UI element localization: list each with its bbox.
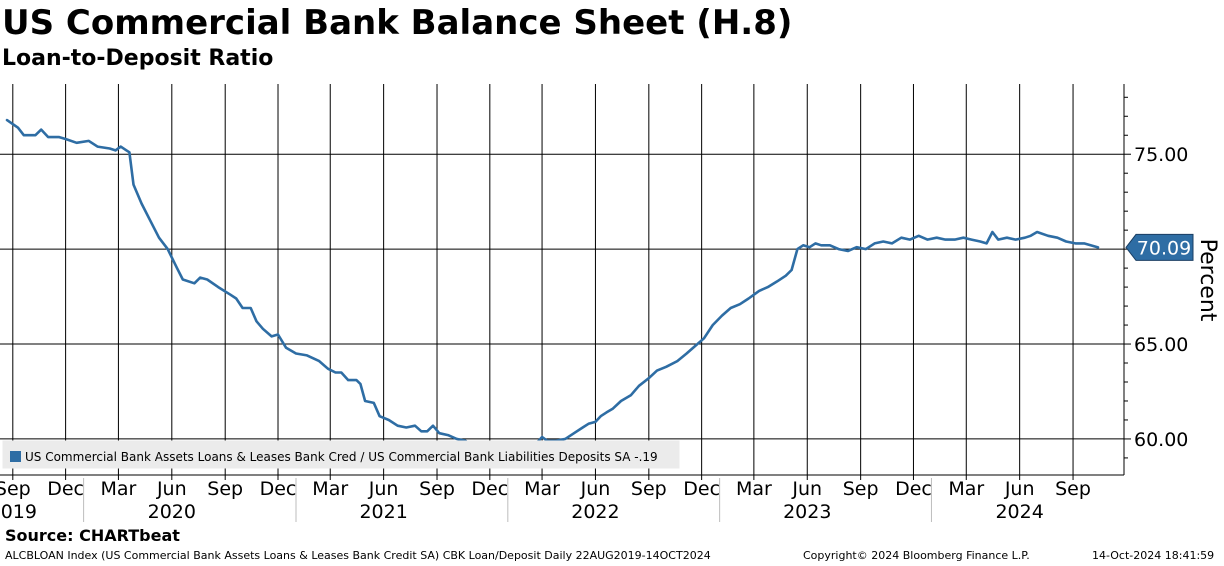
x-year-label: 2019 <box>0 501 37 523</box>
x-tick-label: Jun <box>368 478 399 500</box>
x-tick-label: Sep <box>0 478 31 500</box>
x-tick-label: Jun <box>791 478 822 500</box>
chart-subtitle: Loan-to-Deposit Ratio <box>2 46 274 71</box>
copyright-note: Copyright© 2024 Bloomberg Finance L.P. <box>803 549 1030 562</box>
x-tick-label: Dec <box>47 478 84 500</box>
last-value-tag <box>1125 233 1194 261</box>
y-tick-label: 65.00 <box>1134 334 1188 356</box>
x-tick-label: Sep <box>631 478 667 500</box>
x-year-label: 2023 <box>783 501 831 523</box>
y-tick-label: 60.00 <box>1134 429 1188 451</box>
x-tick-label: Sep <box>1055 478 1091 500</box>
legend-label: US Commercial Bank Assets Loans & Leases… <box>25 450 658 464</box>
x-tick-label: Mar <box>524 478 560 500</box>
legend: US Commercial Bank Assets Loans & Leases… <box>2 440 680 469</box>
x-year-label: 2021 <box>359 501 407 523</box>
x-tick-label: Sep <box>843 478 879 500</box>
timestamp: 14-Oct-2024 18:41:59 <box>1092 549 1215 562</box>
x-tick-label: Jun <box>580 478 611 500</box>
x-tick-label: Sep <box>419 478 455 500</box>
x-tick-label: Mar <box>312 478 348 500</box>
x-tick-label: Dec <box>471 478 508 500</box>
gridlines <box>0 84 1124 475</box>
x-year-label: 2020 <box>148 501 196 523</box>
series-layer <box>5 118 1100 452</box>
axes: 60.00 65.00 75.00 Sep Dec Mar Jun Sep Dec Mar Jun S… <box>0 84 1220 523</box>
series-line <box>5 118 1100 452</box>
index-description: ALCBLOAN Index (US Commercial Bank Asset… <box>5 549 711 562</box>
y-axis-title: Percent <box>1195 239 1220 322</box>
last-value-label: 70.09 <box>1137 237 1191 259</box>
x-tick-label: Jun <box>1004 478 1035 500</box>
chart-title: US Commercial Bank Balance Sheet (H.8) <box>2 3 793 43</box>
x-year-label: 2022 <box>571 501 619 523</box>
x-tick-label: Sep <box>207 478 243 500</box>
y-tick-label: 75.00 <box>1134 144 1188 166</box>
x-tick-label: Dec <box>683 478 720 500</box>
legend-box <box>2 440 680 469</box>
x-tick-label: Dec <box>260 478 297 500</box>
x-year-label: 2024 <box>995 501 1043 523</box>
x-tick-label: Mar <box>736 478 772 500</box>
source-note: Source: CHARTbeat <box>5 526 180 545</box>
x-tick-label: Dec <box>895 478 932 500</box>
x-tick-label: Mar <box>100 478 136 500</box>
x-tick-label: Jun <box>156 478 187 500</box>
legend-swatch <box>10 451 21 462</box>
x-tick-label: Mar <box>948 478 984 500</box>
